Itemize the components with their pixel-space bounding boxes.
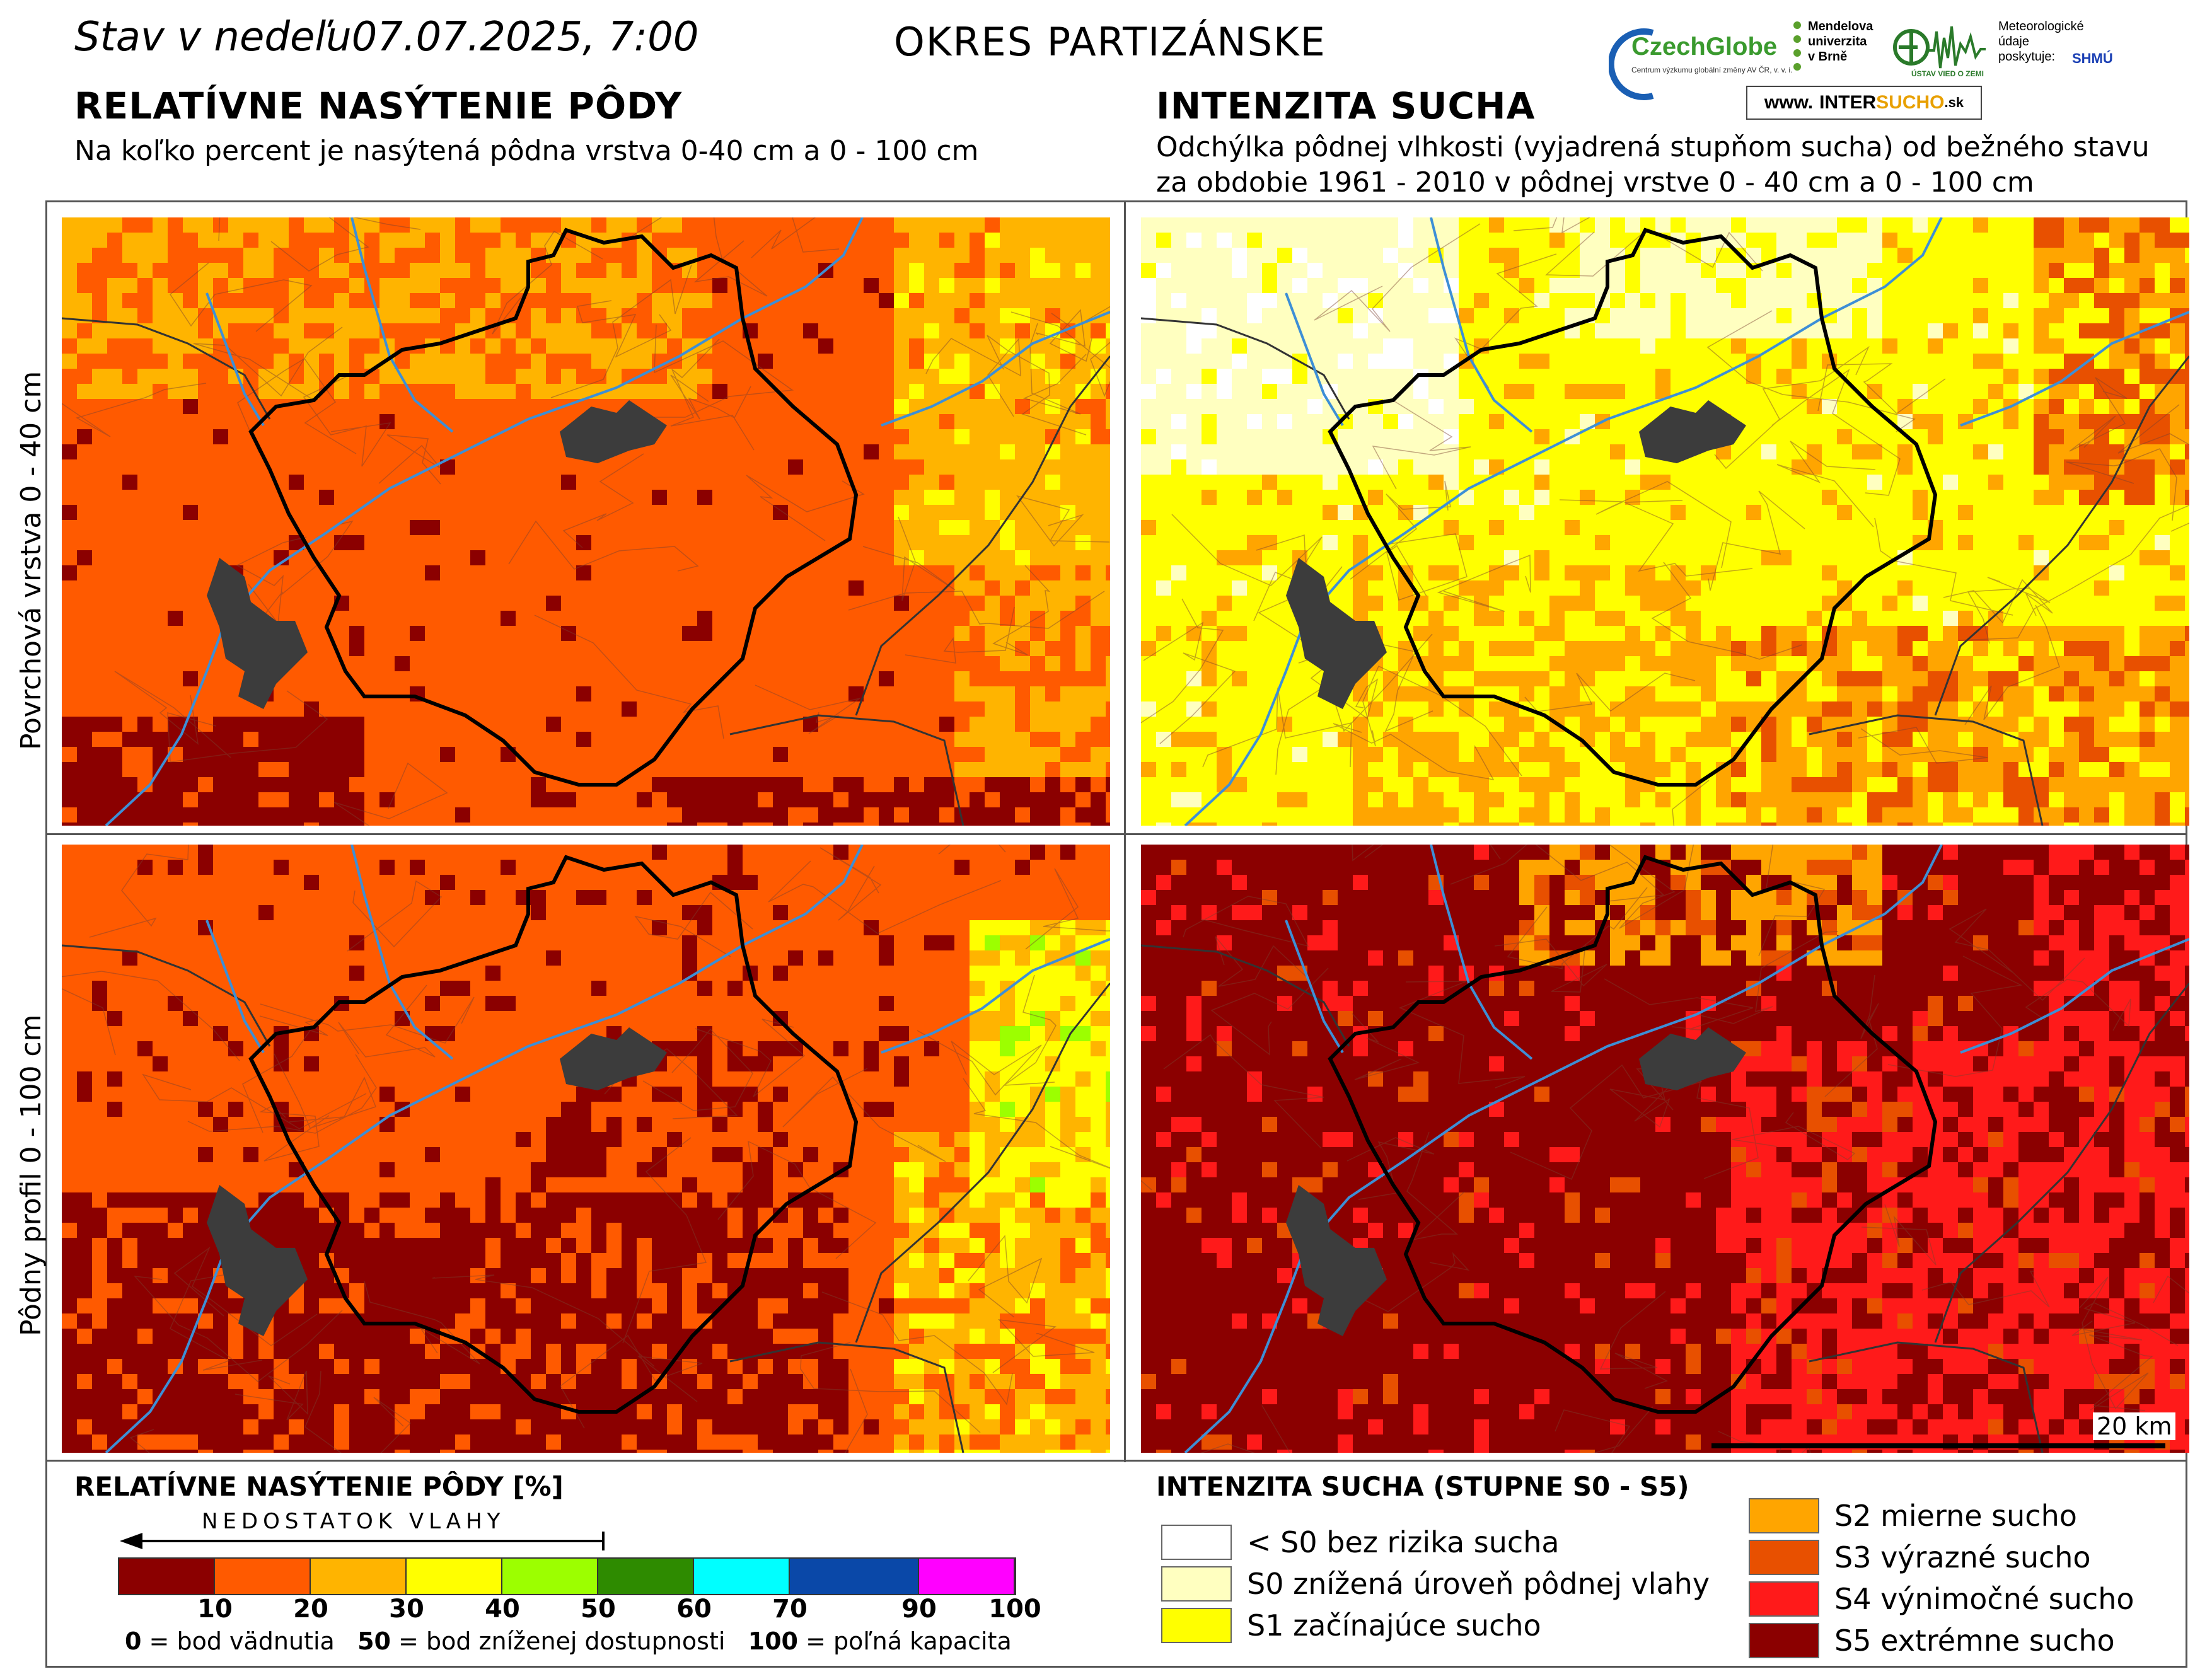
- left-title: RELATÍVNE NASÝTENIE PÔDY: [74, 84, 683, 127]
- ramp-tick-label: 70: [772, 1595, 808, 1624]
- raster-cells: [1141, 845, 2189, 1453]
- municipal-boundaries: [62, 845, 1110, 1453]
- legend-swatch: [1749, 1498, 1819, 1533]
- ramp-segment: [598, 1559, 694, 1594]
- rivers: [105, 845, 1110, 1453]
- frame-divider-vertical: [1124, 200, 1126, 1462]
- legend-arrow-label: NEDOSTATOK VLAHY: [202, 1509, 506, 1534]
- legend-saturation-ramp: [118, 1557, 1016, 1595]
- right-title: INTENZITA SUCHA: [1156, 84, 1536, 127]
- map-drought-profile[interactable]: 20 km: [1141, 845, 2189, 1453]
- ramp-tick-label: 30: [389, 1595, 424, 1624]
- town-areas: [1286, 400, 1746, 709]
- region-boundaries: [1141, 944, 2189, 1453]
- legend-drought-col1: < S0 bez rizika sucha S0 znížená úroveň …: [1161, 1521, 1710, 1646]
- ramp-tick-label: 90: [901, 1595, 937, 1624]
- ramp-segment: [919, 1559, 1015, 1594]
- right-subtitle-line2: za obdobie 1961 - 2010 v pôdnej vrstve 0…: [1156, 166, 2034, 199]
- legend-swatch: [1749, 1540, 1819, 1575]
- municipal-boundaries: [1141, 845, 2189, 1453]
- legend-swatch: [1161, 1525, 1232, 1560]
- legend-swatch: [1161, 1608, 1232, 1643]
- region-boundaries: [1141, 317, 2189, 826]
- mendel-logo: Mendelova univerzita v Brně: [1808, 20, 1873, 64]
- shmu-logo: SHMÚ: [2072, 50, 2113, 66]
- region-boundaries: [62, 944, 1110, 1453]
- ramp-segment: [119, 1559, 215, 1594]
- ramp-segment: [407, 1559, 502, 1594]
- right-subtitle-line1: Odchýlka pôdnej vlhkosti (vyjadrená stup…: [1156, 131, 2150, 163]
- ramp-tick-label: 40: [485, 1595, 520, 1624]
- district-boundary: [248, 855, 859, 1414]
- rivers: [105, 217, 1110, 826]
- district-boundary: [1328, 855, 1938, 1414]
- legend-drought-title: INTENZITA SUCHA (STUPNE S0 - S5): [1156, 1471, 1689, 1502]
- left-subtitle: Na koľko percent je nasýtená pôdna vrstv…: [74, 135, 979, 167]
- map-saturation-topsoil[interactable]: [62, 217, 1110, 826]
- row-label-profile: Pôdny profil 0 - 100 cm: [15, 1014, 47, 1337]
- legend-drought-item: S2 mierne sucho: [1749, 1495, 2134, 1537]
- legend-drought-item: S4 výnimočné sucho: [1749, 1578, 2134, 1620]
- legend-drought-item: < S0 bez rizika sucha: [1161, 1521, 1710, 1563]
- ramp-tick-label: 20: [293, 1595, 328, 1624]
- rivers: [1184, 845, 2189, 1453]
- district-boundary: [1328, 228, 1938, 787]
- frame-divider-legend: [45, 1460, 2187, 1462]
- map-drought-topsoil[interactable]: [1141, 217, 2189, 826]
- town-areas: [207, 400, 667, 709]
- ramp-segment: [502, 1559, 598, 1594]
- legend-drought-item: S3 výrazné sucho: [1749, 1537, 2134, 1578]
- ramp-tick-label: 10: [197, 1595, 233, 1624]
- raster-cells: [62, 845, 1110, 1453]
- ramp-segment: [215, 1559, 311, 1594]
- ramp-tick-label: 60: [676, 1595, 712, 1624]
- map-date: Stav v nedeľu07.07.2025, 7:00: [74, 14, 699, 61]
- legend-arrow-icon: [120, 1532, 605, 1550]
- meteo-provider: Meteorologické údaje poskytuje:: [1998, 20, 2084, 64]
- czechglobe-logo: CzechGlobe: [1631, 33, 1778, 61]
- ramp-segment: [694, 1559, 790, 1594]
- ramp-segment: [311, 1559, 407, 1594]
- legend-drought-col2: S2 mierne sucho S3 výrazné sucho S4 výni…: [1749, 1495, 2134, 1661]
- ramp-segment: [790, 1559, 919, 1594]
- district-boundary: [248, 228, 859, 787]
- legend-drought-item: S0 znížená úroveň pôdnej vlahy: [1161, 1563, 1710, 1605]
- row-label-topsoil: Povrchová vrstva 0 - 40 cm: [15, 371, 47, 750]
- ramp-tick-label: 100: [988, 1595, 1041, 1624]
- town-areas: [207, 1027, 667, 1336]
- map-saturation-profile[interactable]: [62, 845, 1110, 1453]
- frame-divider-middle: [45, 833, 2187, 835]
- logos-graphic: [1607, 28, 1654, 100]
- partner-logos: CzechGlobe Centrum výzkumu globální změn…: [1607, 14, 2126, 121]
- legend-saturation-title: RELATÍVNE NASÝTENIE PÔDY [%]: [74, 1471, 564, 1502]
- legend-swatch: [1749, 1581, 1819, 1617]
- legend-drought-item: S5 extrémne sucho: [1749, 1620, 2134, 1661]
- intersucho-logo[interactable]: www. INTER SUCHO .sk: [1746, 86, 1982, 120]
- mendel-dots-icon: [1793, 20, 1802, 77]
- scale-bar: [1711, 1443, 2165, 1448]
- region-boundaries: [62, 317, 1110, 826]
- town-areas: [1286, 1027, 1746, 1336]
- legend-drought-item: S1 začínajúce sucho: [1161, 1605, 1710, 1646]
- district-title: OKRES PARTIZÁNSKE: [894, 19, 1326, 65]
- ustav-logo: ÚSTAV VIED O ZEMI: [1892, 19, 1987, 88]
- municipal-boundaries: [1141, 217, 2189, 826]
- legend-swatch: [1749, 1623, 1819, 1658]
- raster-cells: [1141, 217, 2189, 826]
- rivers: [1184, 217, 2189, 826]
- legend-swatch: [1161, 1566, 1232, 1602]
- scale-bar-label: 20 km: [2093, 1412, 2176, 1440]
- ramp-tick-label: 50: [581, 1595, 616, 1624]
- legend-saturation-note: 0 = bod vädnutia 50 = bod zníženej dostu…: [125, 1627, 1012, 1655]
- raster-cells: [62, 217, 1110, 826]
